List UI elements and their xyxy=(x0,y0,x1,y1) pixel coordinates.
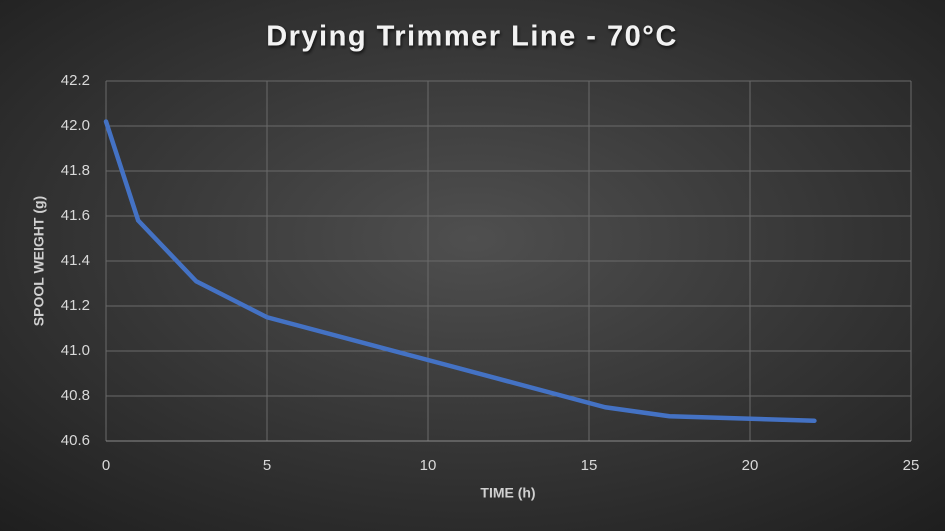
y-tick-label: 41.0 xyxy=(61,342,90,359)
x-tick-label: 20 xyxy=(742,457,759,474)
x-tick-label: 15 xyxy=(581,457,598,474)
y-tick-label: 41.6 xyxy=(61,207,90,224)
chart-title: Drying Trimmer Line - 70°C xyxy=(266,21,678,53)
data-line xyxy=(103,119,817,423)
y-tick-label: 40.6 xyxy=(61,432,90,449)
x-tick-label: 25 xyxy=(903,457,920,474)
y-tick-label: 41.4 xyxy=(61,252,90,269)
x-tick-label: 10 xyxy=(420,457,437,474)
y-tick-label: 40.8 xyxy=(61,387,90,404)
x-axis-title: TIME (h) xyxy=(480,485,535,501)
y-tick-label: 41.8 xyxy=(61,162,90,179)
y-tick-label: 42.0 xyxy=(61,117,90,134)
y-tick-label: 41.2 xyxy=(61,297,90,314)
y-tick-label: 42.2 xyxy=(61,72,90,89)
x-tick-label: 5 xyxy=(263,457,271,474)
y-axis-title: SPOOL WEIGHT (g) xyxy=(31,196,47,326)
x-tick-label: 0 xyxy=(102,457,110,474)
